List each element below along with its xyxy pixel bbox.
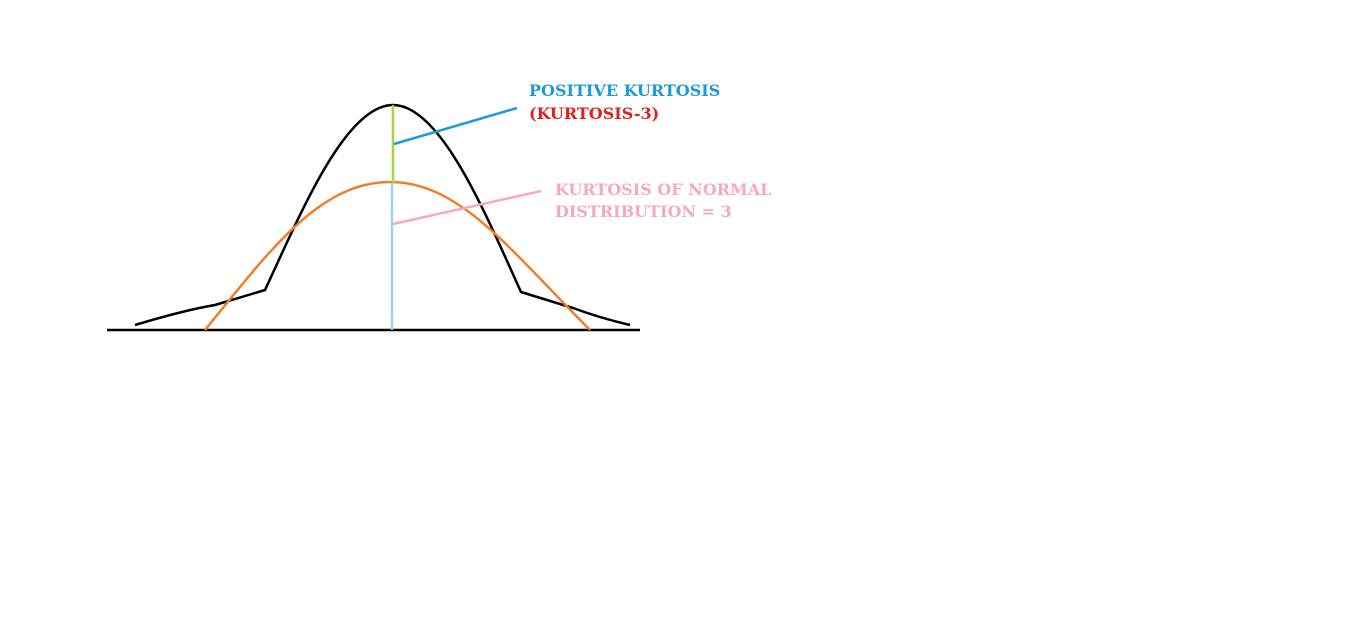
- positive-kurtosis-pointer: [393, 106, 518, 146]
- normal-curve: [204, 180, 591, 331]
- normal-kurtosis-pointer: [392, 189, 542, 226]
- positive-kurtosis-label: POSITIVE KURTOSIS: [529, 81, 720, 100]
- normal-kurtosis-label-line2: DISTRIBUTION = 3: [555, 202, 732, 221]
- normal-kurtosis-label-line1: KURTOSIS OF NORMAL: [555, 180, 771, 199]
- kurtosis-minus-3-label: (KURTOSIS-3): [529, 104, 659, 123]
